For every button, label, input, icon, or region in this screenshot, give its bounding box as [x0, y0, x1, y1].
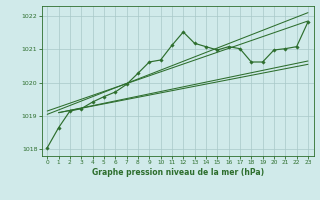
X-axis label: Graphe pression niveau de la mer (hPa): Graphe pression niveau de la mer (hPa) — [92, 168, 264, 177]
